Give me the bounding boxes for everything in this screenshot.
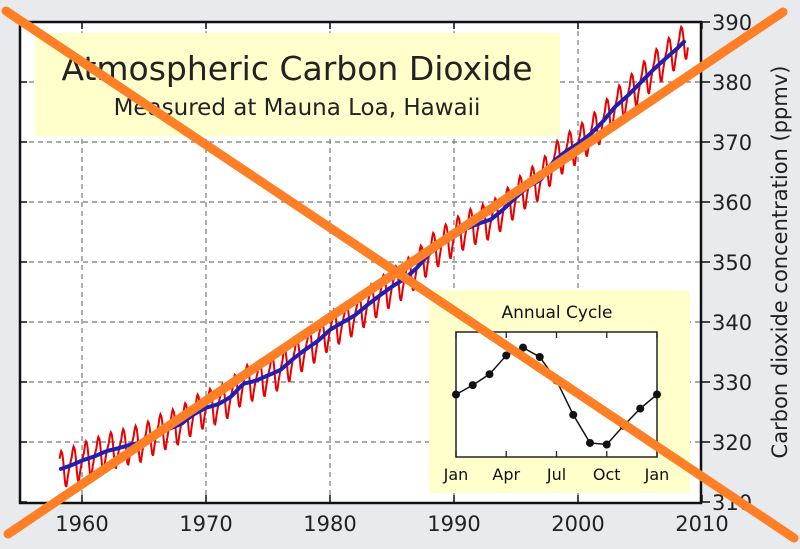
- x-tick-label: 1960: [55, 512, 108, 536]
- cross-out-line-2: [3, 7, 788, 539]
- y-tick-label: 340: [712, 311, 752, 335]
- y-tick-label: 360: [712, 191, 752, 215]
- chart-subtitle: Measured at Mauna Loa, Hawaii: [114, 95, 481, 121]
- inset-point-dec: [636, 404, 645, 413]
- inset-x-tick-label: Apr: [492, 465, 520, 484]
- inset-point-jan: [452, 390, 460, 399]
- inset-point-jan: [653, 390, 661, 399]
- inset-x-tick-label: Jul: [546, 465, 566, 484]
- inset-x-tick-label: Jan: [644, 465, 670, 484]
- inset-plot-area: [455, 331, 658, 458]
- chart-title: Atmospheric Carbon Dioxide: [61, 49, 532, 88]
- inset-point-sep: [586, 438, 594, 447]
- inset-point-feb: [468, 381, 477, 390]
- x-tick-label: 1970: [179, 512, 232, 536]
- y-axis-label: Carbon dioxide concentration (ppmv): [768, 66, 792, 459]
- y-tick-label: 320: [712, 431, 752, 455]
- x-tick-label: 1980: [303, 512, 356, 536]
- inset-x-tick-label: Jan: [443, 465, 469, 484]
- y-tick-label: 380: [712, 71, 752, 95]
- y-tick-label: 330: [712, 371, 752, 395]
- inset-point-jun: [535, 353, 544, 361]
- inset-point-may: [519, 343, 527, 352]
- inset-title: Annual Cycle: [502, 303, 613, 323]
- inset-point-mar: [485, 370, 494, 379]
- x-tick-label: 2000: [551, 512, 604, 536]
- y-tick-label: 390: [712, 11, 752, 35]
- y-tick-label: 370: [712, 131, 752, 155]
- inset-point-apr: [502, 351, 511, 360]
- inset-x-tick-label: Oct: [593, 465, 621, 484]
- y-tick-label: 350: [712, 251, 752, 275]
- x-tick-label: 2010: [675, 512, 728, 536]
- x-tick-label: 1990: [427, 512, 480, 536]
- inset-point-oct: [602, 440, 611, 449]
- inset-point-aug: [569, 410, 578, 419]
